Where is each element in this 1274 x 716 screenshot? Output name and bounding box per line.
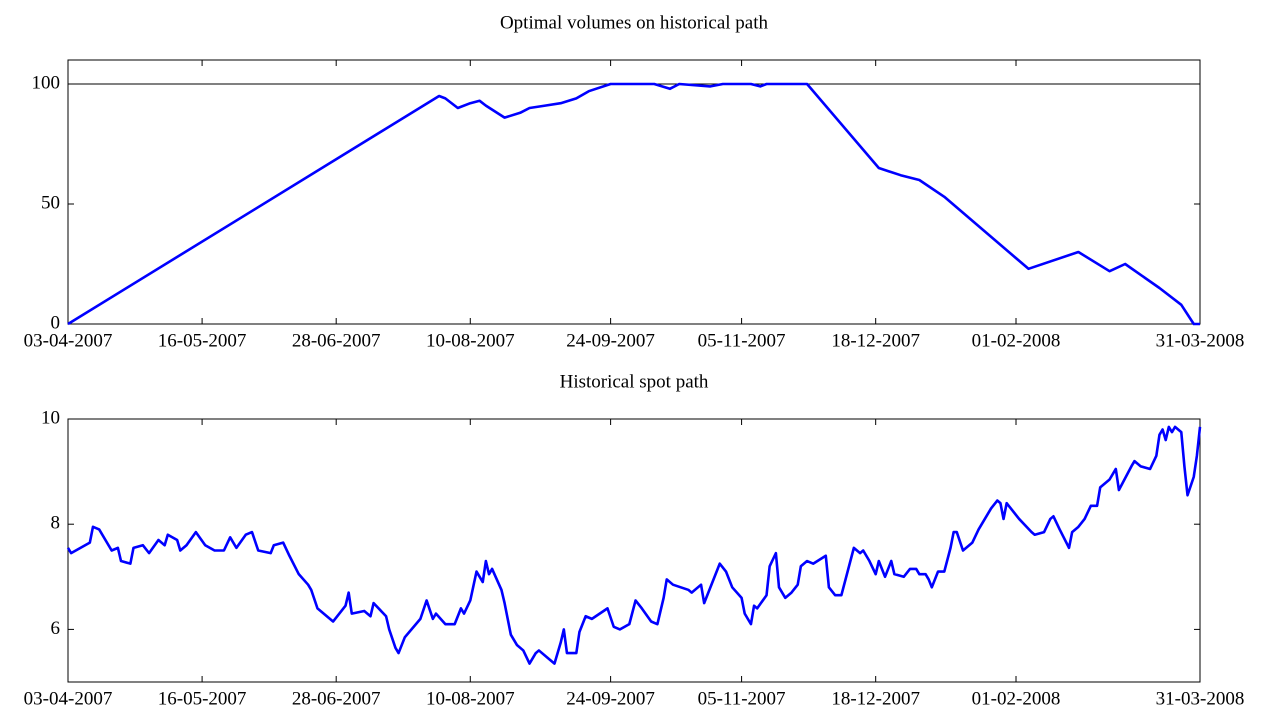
y-tick-label: 8 bbox=[51, 513, 61, 534]
x-tick-label: 24-09-2007 bbox=[566, 688, 655, 709]
y-tick-label: 6 bbox=[51, 618, 61, 639]
y-tick-label: 50 bbox=[41, 192, 60, 213]
x-tick-label: 18-12-2007 bbox=[831, 688, 920, 709]
plot-frame bbox=[67, 418, 1201, 683]
x-tick-label: 03-04-2007 bbox=[24, 688, 113, 709]
y-tick-label: 10 bbox=[41, 407, 60, 428]
x-tick-label: 28-06-2007 bbox=[292, 688, 381, 709]
data-line bbox=[66, 425, 1202, 665]
chart-title: Optimal volumes on historical path bbox=[500, 12, 769, 33]
x-tick-label: 05-11-2007 bbox=[698, 688, 786, 709]
y-tick-label: 100 bbox=[32, 72, 61, 93]
x-tick-label: 10-08-2007 bbox=[426, 330, 515, 351]
x-tick-label: 18-12-2007 bbox=[831, 330, 920, 351]
x-tick-label: 05-11-2007 bbox=[698, 330, 786, 351]
x-tick-label: 01-02-2008 bbox=[972, 330, 1061, 351]
x-tick-label: 10-08-2007 bbox=[426, 688, 515, 709]
x-tick-label: 01-02-2008 bbox=[972, 688, 1061, 709]
x-tick-label: 16-05-2007 bbox=[158, 330, 247, 351]
chart-title: Historical spot path bbox=[560, 371, 709, 392]
x-tick-label: 31-03-2008 bbox=[1156, 330, 1245, 351]
x-tick-label: 16-05-2007 bbox=[158, 688, 247, 709]
y-tick-label: 0 bbox=[51, 312, 61, 333]
data-line bbox=[67, 82, 1200, 326]
x-tick-label: 31-03-2008 bbox=[1156, 688, 1245, 709]
x-tick-label: 03-04-2007 bbox=[24, 330, 113, 351]
x-tick-label: 24-09-2007 bbox=[566, 330, 655, 351]
plot-frame bbox=[67, 59, 1201, 325]
x-tick-label: 28-06-2007 bbox=[292, 330, 381, 351]
